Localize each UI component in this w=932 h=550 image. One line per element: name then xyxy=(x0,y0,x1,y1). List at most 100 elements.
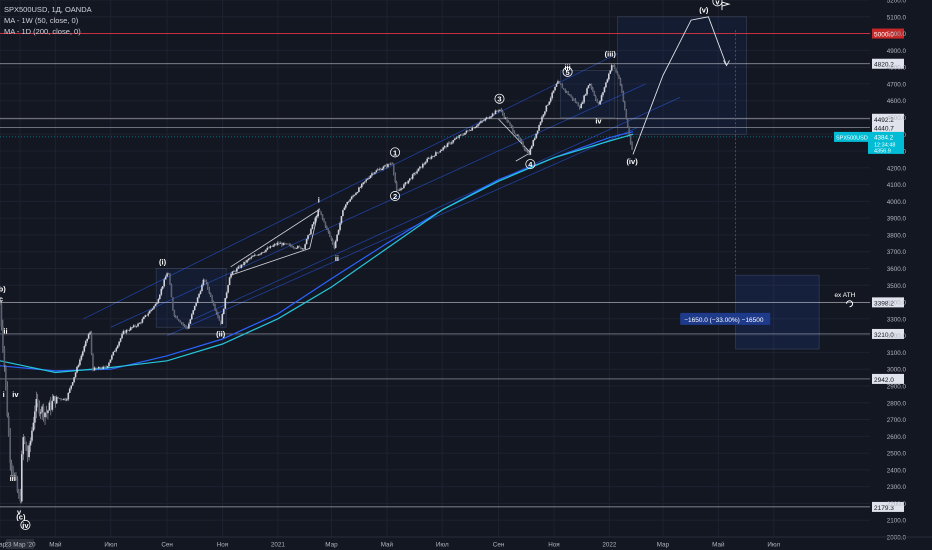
candle xyxy=(193,305,196,311)
candle xyxy=(413,172,415,176)
candle xyxy=(403,183,405,189)
box-target-v[interactable] xyxy=(617,16,747,135)
candle xyxy=(129,326,132,331)
reset-icon[interactable] xyxy=(846,300,854,308)
candle xyxy=(478,121,481,126)
candle xyxy=(202,278,205,287)
candle xyxy=(268,246,270,249)
candle xyxy=(392,163,395,176)
candle xyxy=(577,102,580,107)
candle xyxy=(13,472,16,477)
wave-label[interactable]: (ii) xyxy=(216,330,226,339)
candle xyxy=(552,90,555,94)
channel-line[interactable] xyxy=(194,96,681,320)
candle xyxy=(427,156,430,160)
candle xyxy=(513,130,516,134)
channel-line[interactable] xyxy=(166,127,638,336)
wave-label-text: iii xyxy=(564,63,570,72)
wave-label[interactable]: (iv) xyxy=(626,157,638,166)
wave-label[interactable]: (v) xyxy=(699,6,709,15)
level-tag: 5000.0 xyxy=(872,28,904,39)
candle xyxy=(113,350,116,352)
candle xyxy=(456,136,459,139)
candle xyxy=(243,261,245,266)
box-measure[interactable] xyxy=(735,274,820,350)
wave-label[interactable]: c xyxy=(0,294,3,303)
wave-label[interactable]: iv xyxy=(595,117,602,126)
candle xyxy=(589,83,591,86)
candle xyxy=(157,297,160,304)
candle xyxy=(292,245,295,249)
candle xyxy=(592,86,594,93)
candle xyxy=(222,308,225,315)
candle xyxy=(337,229,340,236)
candle xyxy=(291,244,293,248)
wave-label[interactable]: 1 xyxy=(390,147,401,158)
wave-label[interactable]: ii xyxy=(3,326,7,335)
candle xyxy=(145,315,148,317)
candle xyxy=(273,242,276,248)
wave-label[interactable]: iii xyxy=(564,63,570,72)
wave-label[interactable]: (c) xyxy=(16,513,26,522)
candle xyxy=(465,129,468,135)
wave-label[interactable]: (b) xyxy=(0,284,6,293)
wave-label[interactable]: v xyxy=(712,0,723,6)
candle xyxy=(574,98,577,104)
candle xyxy=(6,381,9,418)
wave-label[interactable]: iii xyxy=(10,474,16,483)
wave-label[interactable]: (i) xyxy=(159,257,167,266)
candle xyxy=(318,208,321,212)
wave-label[interactable]: iv xyxy=(12,390,19,399)
channel-line[interactable] xyxy=(110,83,646,328)
wedge-pattern[interactable] xyxy=(230,208,320,276)
candle xyxy=(238,265,241,269)
wave-label[interactable]: 5 xyxy=(562,66,573,77)
candle xyxy=(500,107,503,113)
candle xyxy=(578,105,581,110)
ma-daily-line[interactable] xyxy=(0,133,634,374)
candle xyxy=(237,265,240,269)
candle xyxy=(161,286,164,291)
candle xyxy=(323,218,325,223)
candle xyxy=(163,277,165,288)
wave-label[interactable]: i xyxy=(3,390,5,399)
wave-label[interactable]: 3 xyxy=(494,93,505,104)
trend-channel[interactable] xyxy=(83,53,681,336)
candle xyxy=(558,80,561,84)
candle xyxy=(234,270,237,273)
candle xyxy=(368,176,370,180)
channel-line[interactable] xyxy=(83,53,618,320)
measure-label: −1650.0 (−33.00%) −16500 xyxy=(684,317,764,324)
candle xyxy=(25,441,27,452)
wave-label[interactable]: v xyxy=(17,508,22,517)
candle xyxy=(227,284,229,294)
wave-label[interactable]: ii xyxy=(335,254,339,263)
wave-label[interactable]: 4 xyxy=(525,159,536,170)
wave-label[interactable]: iv xyxy=(20,519,31,530)
candle xyxy=(608,72,610,81)
candle xyxy=(180,321,183,325)
candle xyxy=(419,166,421,170)
x-tick-label: Май xyxy=(49,541,62,549)
candle xyxy=(38,400,41,417)
candle xyxy=(461,133,463,136)
candle xyxy=(371,171,373,178)
candle xyxy=(467,130,469,132)
candle xyxy=(510,124,513,129)
candle xyxy=(153,305,155,310)
candle xyxy=(147,311,150,318)
price-tag-value: 4384.2 xyxy=(874,134,894,141)
candle xyxy=(422,162,424,169)
wave-label[interactable]: 2 xyxy=(390,191,401,201)
projection-path[interactable] xyxy=(632,16,727,155)
candle xyxy=(80,353,83,362)
candle xyxy=(34,405,36,430)
wave-4-lines[interactable] xyxy=(498,118,532,162)
wave-label[interactable]: (iii) xyxy=(605,49,617,58)
candle xyxy=(51,393,54,412)
candle xyxy=(587,85,590,89)
candle xyxy=(443,144,446,150)
wave-label[interactable]: i xyxy=(318,195,320,204)
x-tick-label: Ноя xyxy=(548,542,559,549)
